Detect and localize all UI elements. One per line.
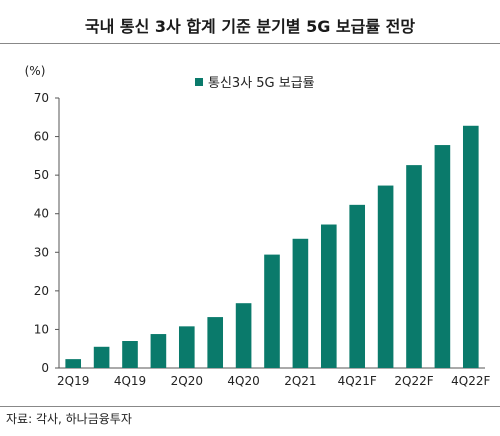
x-tick-label: 2Q21 [284,374,316,388]
x-tick-label: 2Q22F [394,374,433,388]
title-divider [0,43,500,44]
y-tick-label: 20 [34,284,49,298]
x-tick-label: 4Q19 [114,374,146,388]
bar-4Q22F [462,125,479,369]
chart-title: 국내 통신 3사 합계 기준 분기별 5G 보급률 전망 [84,17,416,36]
y-tick-label: 70 [34,91,49,105]
bar-2Q21 [292,238,309,368]
y-tick-label: 40 [34,207,49,221]
bar-2Q22F [406,165,422,368]
source-divider [0,406,500,407]
x-tick-label: 4Q21F [338,374,377,388]
y-tick-label: 0 [41,361,49,375]
bar-3Q21 [320,224,337,368]
bar-3Q22F [434,145,451,368]
bar-4Q21F [349,204,366,368]
bar-1Q22F [377,185,394,368]
y-tick-label: 50 [34,168,49,182]
legend-label: 통신3사 5G 보급률 [208,76,315,91]
y-axis-unit-label: (%) [25,64,46,78]
x-tick-label: 2Q20 [171,374,203,388]
bar-1Q21 [264,254,280,368]
x-tick-label: 2Q19 [57,374,89,388]
bar-3Q19 [93,346,110,368]
bar-chart: (%) 0 10 20 30 40 50 60 70 2Q19 4Q19 2Q20 4Q20 2Q21 4Q… [25,64,491,388]
y-tick-label: 60 [34,130,49,144]
legend-swatch [195,78,203,86]
y-tick-label: 10 [34,322,49,336]
bar-4Q19 [122,341,138,368]
y-tick-label: 30 [34,245,49,259]
bar-1Q20 [150,334,167,368]
bar-3Q20 [207,317,224,368]
bar-4Q20 [235,303,252,368]
x-tick-label: 4Q22F [451,374,490,388]
bar-2Q19 [65,359,82,368]
source-note: 자료: 각사, 하나금융투자 [6,412,132,426]
bar-2Q20 [178,326,195,368]
x-tick-label: 4Q20 [227,374,259,388]
title-bar: 국내 통신 3사 합계 기준 분기별 5G 보급률 전망 [0,0,500,44]
